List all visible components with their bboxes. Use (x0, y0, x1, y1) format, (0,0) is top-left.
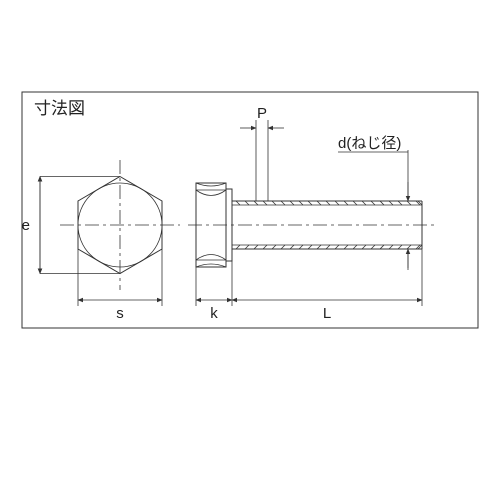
label-s: s (116, 305, 124, 322)
label-k: k (210, 305, 218, 322)
dim-L: L (232, 249, 422, 322)
dim-d: d(ねじ径) (338, 135, 416, 270)
label-d: d(ねじ径) (338, 135, 401, 152)
diagram-title: 寸法図 (34, 99, 85, 118)
label-P: P (257, 105, 267, 122)
dim-P: P (240, 105, 284, 201)
diagram-border (22, 92, 478, 328)
bolt-side-view (188, 183, 438, 267)
label-L: L (323, 305, 331, 322)
label-e: e (22, 217, 30, 234)
dim-k: k (196, 261, 232, 322)
